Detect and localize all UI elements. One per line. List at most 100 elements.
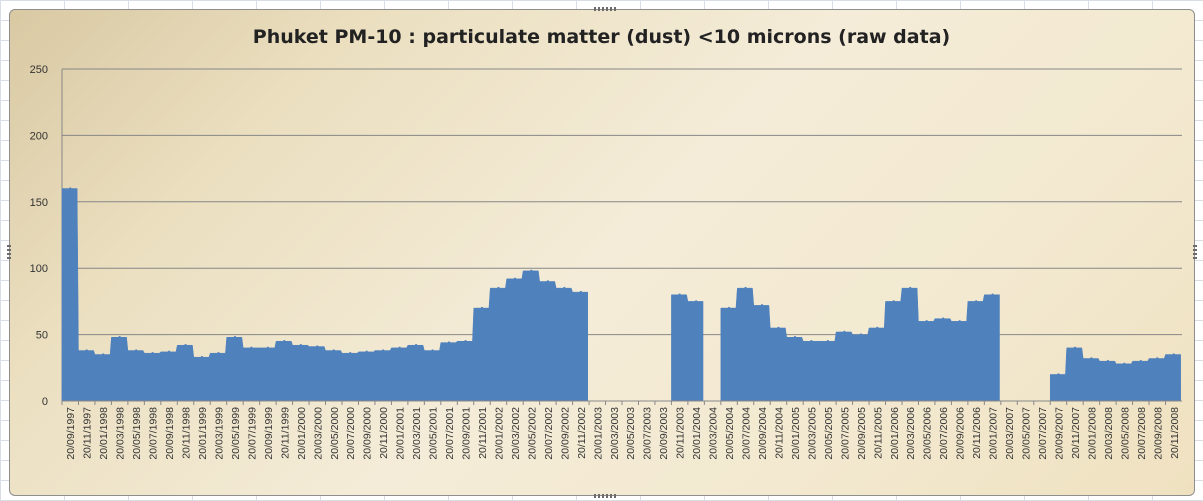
x-tick-label: 20/03/2004 [708,407,720,460]
data-point [167,350,171,354]
x-tick-label: 20/09/2006 [955,407,967,460]
data-point [941,317,945,320]
x-tick-label: 20/05/2007 [1021,407,1033,460]
chart-area[interactable] [9,9,1195,496]
x-tick-label: 20/05/1998 [131,407,143,460]
data-point [1057,373,1060,376]
x-tick-label: 20/11/2006 [971,407,983,459]
data-point [1156,357,1159,360]
data-point [233,336,237,339]
x-tick-label: 20/05/2004 [724,407,736,460]
resize-handle-top[interactable] [594,7,618,11]
y-tick-label: 100 [30,263,48,275]
x-tick-label: 20/07/1998 [148,407,160,460]
x-tick-label: 20/11/2002 [576,407,588,459]
x-tick-label: 20/09/1997 [65,407,77,460]
resize-handle-bottom[interactable] [594,494,618,498]
data-point [85,349,88,352]
x-tick-label: 20/05/2002 [526,407,538,460]
data-point [1139,359,1143,363]
data-point [892,300,895,303]
data-point [1073,346,1077,350]
x-tick-label: 20/07/2003 [642,407,654,460]
data-point [513,277,517,281]
area-segment [1049,347,1181,402]
data-point [447,341,451,344]
x-tick-label: 20/03/2006 [905,407,917,460]
data-point [843,330,846,334]
data-point [876,326,879,330]
x-tick-label: 20/05/2000 [329,407,341,460]
x-tick-label: 20/09/2005 [856,407,868,460]
data-point [464,340,467,343]
x-tick-label: 20/03/2003 [609,407,621,460]
x-tick-label: 20/07/2008 [1136,407,1148,460]
area-segment [671,294,704,402]
x-tick-label: 20/03/1999 [213,407,225,460]
x-tick-label: 20/07/2004 [741,407,753,460]
data-point [316,345,319,348]
x-tick-label: 20/07/2005 [839,407,851,460]
data-point [250,346,253,350]
x-tick-label: 20/03/2008 [1103,407,1115,460]
data-point [266,346,270,350]
data-point [151,351,154,355]
y-tick-label: 200 [30,130,48,142]
x-tick-label: 20/03/2002 [510,407,522,460]
y-tick-label: 50 [36,330,48,342]
area-segment [720,287,1000,402]
x-tick-label: 20/07/2001 [444,407,456,460]
data-point [480,306,484,310]
data-point [1172,353,1175,356]
x-tick-label: 20/07/2006 [938,407,950,460]
x-tick-label: 20/07/2007 [1037,407,1049,460]
data-point [217,351,220,355]
x-tick-label: 20/11/2003 [675,407,687,459]
y-axis: 0 50 100 150 200 250 [30,64,63,408]
x-tick-label: 20/01/2004 [691,407,703,460]
resize-handle-left[interactable] [7,245,11,259]
x-tick-label: 20/01/2007 [988,407,1000,460]
x-tick-label: 20/03/2007 [1004,407,1016,460]
data-point [1123,362,1126,366]
x-tick-label: 20/09/2002 [559,407,571,460]
data-point [694,300,698,303]
x-tick-label: 20/09/2008 [1152,407,1164,460]
x-tick-label: 20/05/2006 [922,407,934,460]
data-point [777,326,780,330]
x-tick-label: 20/03/1998 [115,407,127,460]
x-tick-label: 20/03/2001 [411,407,423,460]
x-tick-label: 20/01/2001 [395,407,407,460]
data-point [1106,359,1110,363]
data-point [826,340,830,343]
x-tick-label: 20/09/2001 [461,407,473,460]
x-tick-label: 20/11/2001 [477,407,489,459]
x-tick-label: 20/01/2000 [296,407,308,460]
x-tick-label: 20/11/2004 [773,407,785,459]
x-tick-label: 20/09/2004 [757,407,769,460]
data-point [727,306,731,310]
data-point [134,349,138,352]
data-point [398,346,401,350]
gridlines [62,68,1182,402]
data-point [760,304,764,307]
x-tick-label: 20/01/1999 [197,407,209,460]
x-tick-label: 20/09/2000 [362,407,374,460]
x-tick-label: 20/05/2003 [625,407,637,460]
data-point [365,350,368,354]
x-tick-label: 20/09/1998 [164,407,176,460]
data-point [793,336,797,339]
x-tick-label: 20/09/2003 [658,407,670,460]
data-point [332,349,335,352]
data-point [299,344,303,347]
data-point [958,320,961,323]
data-point [810,340,813,343]
x-tick-label: 20/11/2005 [872,407,884,459]
x-tick-label: 20/05/1999 [230,407,242,460]
resize-handle-right[interactable] [1193,245,1197,259]
x-tick-label: 20/01/2005 [790,407,802,460]
x-tick-label: 20/09/2007 [1053,407,1065,460]
data-point [678,293,681,296]
data-point [909,286,912,290]
